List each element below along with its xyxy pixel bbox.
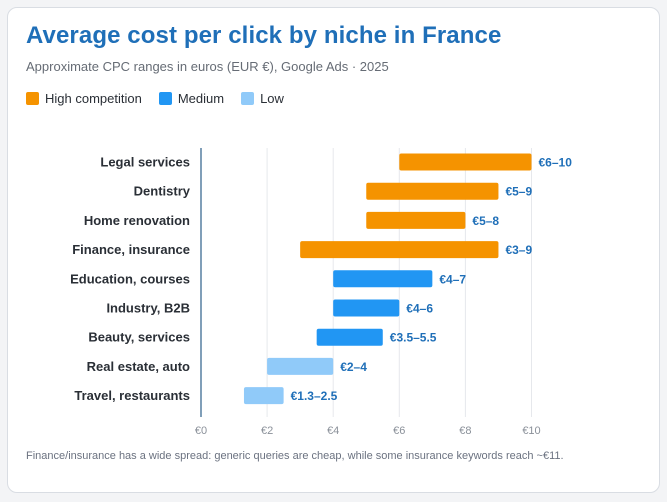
value-label: €2–4 [340,360,367,374]
range-bar [267,357,334,375]
category-label: Industry, B2B [106,301,190,316]
legend-swatch-high [26,92,39,105]
legend-item-high: High competition [26,91,142,106]
category-label: Dentistry [134,184,191,199]
x-tick-label: €2 [261,425,273,437]
x-tick-label: €8 [459,425,471,437]
category-label: Travel, restaurants [74,388,190,403]
value-label: €3.5–5.5 [390,331,437,345]
category-label: Finance, insurance [72,242,190,257]
value-label: €3–9 [505,243,532,257]
range-bar [333,270,433,288]
chart-footnote: Finance/insurance has a wide spread: gen… [26,450,564,462]
value-label: €4–6 [406,302,433,316]
range-bar [366,211,466,229]
category-label: Legal services [100,155,190,170]
range-bar [316,328,383,346]
value-label: €6–10 [539,156,573,170]
x-tick-label: €10 [522,425,540,437]
legend: High competition Medium Low [26,91,301,106]
category-label: Real estate, auto [87,359,190,374]
legend-item-low: Low [241,91,284,106]
legend-swatch-medium [158,92,172,105]
category-label: Home renovation [84,213,190,228]
value-label: €5–9 [505,185,532,199]
legend-label-high: High competition [45,91,142,106]
range-bar [333,299,400,317]
legend-swatch-low [241,92,255,105]
range-bar [399,153,532,171]
category-label: Beauty, services [88,330,190,345]
value-label: €5–8 [472,214,499,228]
range-bar [300,241,499,259]
x-tick-label: €4 [327,425,339,437]
x-tick-label: €0 [195,425,207,437]
range-bar [243,387,284,405]
category-label: Education, courses [70,271,190,286]
value-label: €4–7 [439,272,466,286]
legend-item-medium: Medium [158,91,225,106]
value-label: €1.3–2.5 [291,389,338,403]
range-bar [366,182,499,200]
x-tick-label: €6 [393,425,405,437]
legend-label-medium: Medium [177,91,225,106]
legend-label-low: Low [260,91,284,106]
chart-title: Average cost per click by niche in Franc… [26,22,502,49]
chart-subtitle: Approximate CPC ranges in euros (EUR €),… [26,59,389,74]
